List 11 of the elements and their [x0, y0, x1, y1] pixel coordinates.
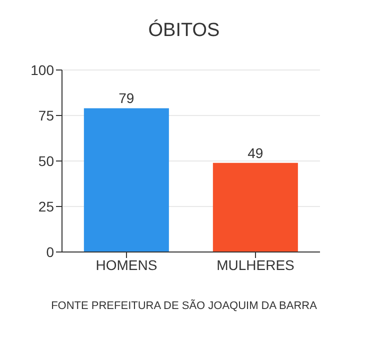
data-label: 79	[118, 90, 134, 106]
y-tick-label: 75	[38, 107, 54, 124]
x-tick-label: HOMENS	[96, 256, 158, 273]
y-tick-label: 25	[38, 198, 54, 214]
source-note: FONTE PREFEITURA DE SÃO JOAQUIM DA BARRA	[50, 300, 318, 312]
y-tick-label: 100	[30, 62, 54, 78]
data-label: 49	[248, 144, 264, 161]
y-tick-label: 0	[46, 244, 54, 260]
y-tick-label: 50	[38, 152, 54, 169]
chart-title: ÓBITOS	[148, 20, 220, 41]
x-tick-label: MULHERES	[216, 256, 294, 273]
